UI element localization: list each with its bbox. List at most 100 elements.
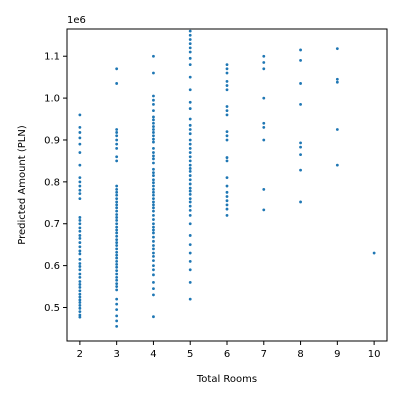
data-point: [78, 163, 82, 167]
data-point: [115, 197, 119, 201]
data-point: [188, 42, 192, 46]
data-point: [225, 71, 229, 75]
data-point: [115, 206, 119, 210]
data-point: [78, 192, 82, 195]
data-point: [225, 190, 229, 194]
data-point: [225, 79, 229, 83]
data-point: [115, 128, 119, 131]
data-point: [225, 195, 229, 198]
data-point: [78, 304, 82, 307]
data-point: [225, 134, 229, 138]
data-point: [299, 153, 302, 157]
data-point: [152, 121, 155, 125]
data-point: [262, 67, 266, 71]
data-point: [115, 142, 119, 146]
data-point: [152, 140, 155, 144]
data-point: [225, 109, 229, 113]
data-point: [262, 208, 266, 212]
data-point: [152, 193, 155, 197]
data-point: [225, 105, 229, 108]
data-point: [152, 137, 155, 141]
data-point: [115, 247, 119, 251]
data-point: [299, 200, 302, 204]
data-point: [115, 200, 119, 204]
data-point: [188, 200, 192, 204]
y-tick-label: 1.0: [44, 94, 60, 105]
x-axis: 2 3 4 5 6 7 8 9 10: [77, 341, 381, 360]
data-point: [78, 315, 82, 319]
x-tick-label: 3: [113, 349, 119, 360]
data-point: [188, 169, 192, 173]
data-point: [188, 189, 192, 193]
data-point: [115, 188, 119, 191]
data-point: [152, 244, 155, 247]
data-point: [115, 288, 119, 292]
data-point: [262, 126, 266, 129]
data-point: [115, 324, 119, 328]
data-point: [262, 121, 266, 125]
data-point: [152, 206, 155, 210]
data-point: [78, 306, 82, 310]
data-point: [225, 84, 229, 87]
data-point: [115, 256, 119, 260]
data-point: [78, 313, 82, 317]
data-point: [78, 292, 82, 296]
data-point: [115, 241, 119, 244]
data-point: [225, 138, 229, 142]
data-point: [262, 61, 266, 64]
data-point: [115, 213, 119, 216]
data-point: [299, 82, 302, 85]
data-point: [152, 118, 155, 122]
data-point: [115, 244, 119, 247]
data-point: [115, 297, 119, 301]
data-point: [115, 231, 119, 235]
data-point: [78, 249, 82, 253]
data-point: [115, 253, 119, 257]
data-point: [188, 151, 192, 154]
data-point: [115, 159, 119, 163]
y-tick-label: 0.7: [44, 219, 60, 230]
data-point: [115, 262, 119, 266]
data-point: [78, 295, 82, 299]
data-point: [372, 251, 376, 255]
data-point: [115, 209, 119, 213]
data-point: [115, 260, 119, 263]
data-point: [335, 163, 339, 167]
data-point: [188, 197, 192, 201]
data-point: [115, 216, 119, 219]
data-point: [225, 130, 229, 134]
data-point: [188, 234, 192, 237]
data-point: [152, 190, 155, 194]
data-point: [262, 188, 266, 191]
data-point: [78, 197, 82, 201]
data-point: [225, 184, 229, 188]
data-point: [152, 251, 155, 255]
data-point: [225, 159, 229, 163]
data-point: [152, 184, 155, 188]
data-point: [115, 269, 119, 273]
data-point: [78, 245, 82, 249]
data-point: [152, 171, 155, 175]
data-point: [152, 98, 155, 102]
data-point: [188, 132, 192, 136]
data-point: [115, 67, 119, 71]
data-point: [115, 234, 119, 238]
y-tick-label: 0.8: [44, 177, 60, 188]
data-point: [78, 126, 82, 129]
data-point: [152, 154, 155, 158]
data-point: [78, 310, 82, 314]
data-point: [225, 203, 229, 207]
data-point: [152, 197, 155, 201]
x-tick-label: 10: [368, 349, 381, 360]
data-point: [78, 301, 82, 304]
data-point: [78, 241, 82, 244]
data-point: [152, 161, 155, 165]
x-tick-label: 2: [77, 349, 83, 360]
x-tick-label: 4: [150, 349, 156, 360]
data-point: [115, 314, 119, 318]
data-point: [152, 181, 155, 185]
data-point: [188, 178, 192, 182]
data-point: [115, 222, 119, 226]
data-point: [152, 94, 155, 98]
data-point: [299, 59, 302, 62]
